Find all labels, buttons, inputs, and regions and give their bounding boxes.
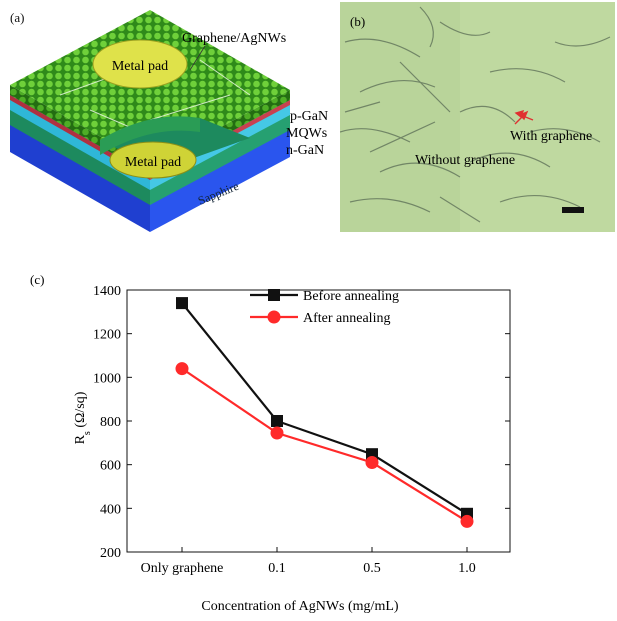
data-point-before [271, 415, 283, 427]
with-graphene-label: With graphene [510, 129, 592, 144]
panel-a-label: (a) [10, 10, 25, 25]
scale-bar [562, 207, 584, 213]
legend-marker [267, 310, 281, 324]
data-point-after [175, 362, 189, 376]
legend-label: After annealing [303, 311, 390, 326]
y-tick-label: 1400 [93, 284, 121, 299]
x-tick-label: 0.1 [268, 561, 286, 576]
panel-a-schematic: (a) [0, 0, 335, 240]
graphene-label: Graphene/AgNWs [182, 31, 286, 46]
legend-label: Before annealing [303, 289, 399, 304]
data-point-after [460, 514, 474, 528]
series-line-1 [181, 367, 468, 523]
panel-b-label: (b) [350, 14, 365, 29]
p-gan-label: p-GaN [290, 109, 328, 124]
without-graphene-label: Without graphene [415, 153, 515, 168]
n-gan-label: n-GaN [286, 143, 324, 158]
panel-c-chart: (c) 200 400 600 800 1000 1200 1400 Only graphen… [0, 262, 617, 616]
x-tick-label: 1.0 [458, 561, 476, 576]
y-tick-label: 400 [100, 502, 121, 517]
y-tick-label: 600 [100, 459, 121, 474]
device-schematic: Metal pad Metal pad Graphene/AgNWs p-GaN… [10, 10, 328, 232]
y-tick-label: 1200 [93, 328, 121, 343]
x-axis-label: Concentration of AgNWs (mg/mL) [201, 599, 398, 614]
data-point-after [270, 426, 284, 440]
y-tick-label: 800 [100, 415, 121, 430]
legend-marker [268, 289, 280, 301]
chart-marks [175, 297, 474, 528]
x-tick-label: 0.5 [363, 561, 381, 576]
top-metal-pad [92, 39, 188, 89]
y-axis-label: Rs (Ω/sq) [73, 391, 93, 444]
y-tick-label: 200 [100, 546, 121, 561]
chart-legend: Before annealing After annealing [250, 289, 399, 326]
bottom-metal-pad [109, 141, 197, 179]
panel-b-micrograph: (b) With graphene Without graphene [340, 2, 615, 232]
mqws-label: MQWs [286, 126, 327, 141]
data-point-before [176, 297, 188, 310]
y-tick-label: 1000 [93, 371, 121, 386]
chart-axes: 200 400 600 800 1000 1200 1400 Only graphene 0.1… [93, 284, 511, 576]
bottom-pad-label: Metal pad [125, 155, 181, 170]
x-tick-label: Only graphene [141, 561, 224, 576]
data-point-after [365, 455, 379, 469]
sheet-resistance-chart: (c) 200 400 600 800 1000 1200 1400 Only graphen… [30, 272, 511, 614]
series-line-0 [181, 302, 468, 515]
micrograph-image: (b) With graphene Without graphene [340, 2, 615, 232]
top-pad-label: Metal pad [112, 59, 168, 74]
panel-c-label: (c) [30, 272, 44, 287]
